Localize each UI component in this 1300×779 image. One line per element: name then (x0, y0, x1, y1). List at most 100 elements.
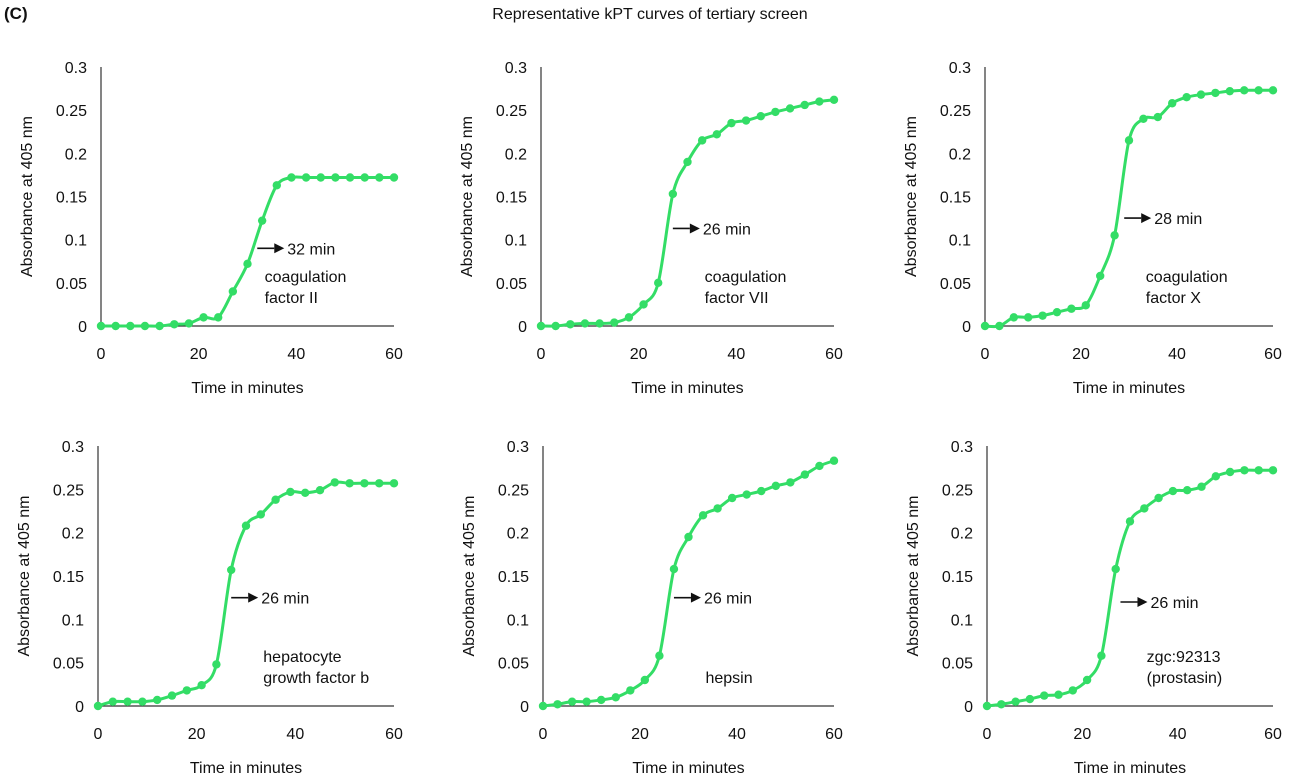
y-axis-title: Absorbance at 405 nm (16, 496, 33, 657)
arrow-icon (690, 592, 701, 603)
data-point (256, 510, 265, 519)
data-point (1025, 694, 1035, 704)
y-tick-label: 0.3 (62, 439, 84, 456)
data-point (360, 479, 369, 488)
data-point (1154, 493, 1163, 503)
data-point (1153, 112, 1163, 122)
chart-6: 0 0.05 0.1 0.15 0.2 0.25 0.3 0 20 40 60 Time in min… (905, 439, 1282, 777)
data-point (1096, 271, 1105, 281)
chart-3: 0 0.05 0.1 0.15 0.2 0.25 0.3 0 20 40 60 Time in min… (903, 60, 1282, 397)
y-tick-label: 0.2 (507, 526, 529, 543)
data-point (698, 511, 708, 520)
data-point (243, 259, 252, 269)
data-point (1225, 467, 1235, 477)
data-point (553, 700, 562, 709)
y-axis-title: Absorbance at 405 nm (461, 496, 478, 657)
time-annotation: 26 min (261, 591, 309, 608)
y-tick-label: 0.2 (62, 526, 84, 543)
data-point (1182, 93, 1191, 102)
arrow-icon (248, 592, 259, 603)
data-point (1197, 482, 1206, 491)
y-tick-label: 0 (962, 319, 971, 336)
data-point (271, 495, 280, 504)
y-tick-label: 0.15 (498, 569, 529, 586)
data-point (1211, 472, 1221, 481)
y-tick-label: 0 (75, 699, 84, 716)
data-point (93, 701, 103, 711)
arrow-icon (274, 243, 285, 254)
data-point (1183, 486, 1192, 495)
y-tick-label: 0.2 (951, 526, 973, 543)
data-point (1052, 307, 1062, 317)
x-tick-label: 0 (539, 726, 548, 743)
data-point (668, 189, 678, 199)
y-tick-label: 0.3 (65, 60, 87, 77)
data-point (1067, 304, 1076, 313)
data-point (800, 470, 810, 479)
data-point (1254, 86, 1263, 95)
data-point (375, 173, 384, 182)
time-annotation: 26 min (1150, 595, 1198, 612)
data-point (1196, 90, 1206, 99)
x-tick-label: 60 (1264, 726, 1282, 743)
data-point (567, 697, 577, 706)
data-point (610, 318, 619, 327)
y-tick-label: 0.25 (56, 103, 87, 120)
y-tick-label: 0.3 (507, 439, 529, 456)
data-point (1124, 136, 1134, 145)
x-tick-label: 40 (727, 346, 745, 363)
y-tick-label: 0.1 (951, 612, 973, 629)
y-axis-title: Absorbance at 405 nm (19, 116, 36, 277)
data-point (611, 693, 620, 702)
data-point (1225, 86, 1235, 96)
series-line (540, 98, 835, 328)
data-point (316, 173, 325, 182)
data-point (1011, 697, 1020, 706)
data-point (712, 130, 721, 139)
protease-label: coagulation (705, 269, 787, 286)
data-point (551, 321, 560, 331)
chart-4: 0 0.05 0.1 0.15 0.2 0.25 0.3 0 20 40 60 Time in min… (16, 439, 403, 777)
data-point (786, 478, 795, 487)
data-point (683, 157, 692, 167)
y-tick-label: 0.15 (53, 569, 84, 586)
data-point (980, 321, 990, 331)
y-tick-label: 0.15 (942, 569, 973, 586)
series-line (986, 468, 1273, 708)
chart-1: 0 0.05 0.1 0.15 0.2 0.25 0.3 0 20 40 60 Time in min… (19, 60, 403, 397)
data-point (1254, 466, 1263, 475)
data-point (155, 321, 164, 331)
x-tick-label: 60 (385, 726, 403, 743)
series-line (101, 175, 394, 328)
data-point (727, 118, 736, 128)
data-point (595, 319, 604, 328)
data-point (287, 173, 296, 182)
protease-label: growth factor b (263, 670, 369, 687)
x-tick-label: 40 (1168, 346, 1186, 363)
data-point (184, 319, 194, 328)
data-point (995, 321, 1004, 331)
y-tick-label: 0.05 (496, 276, 527, 293)
x-axis-title: Time in minutes (1074, 760, 1186, 777)
y-tick-label: 0.05 (56, 276, 87, 293)
data-point (227, 565, 236, 575)
x-tick-label: 60 (825, 726, 843, 743)
y-tick-label: 0.15 (56, 190, 87, 207)
data-point (153, 695, 162, 705)
x-tick-label: 40 (287, 346, 305, 363)
x-axis-title: Time in minutes (632, 760, 744, 777)
protease-label: zgc:92313 (1147, 649, 1221, 666)
data-point (1111, 564, 1120, 574)
y-tick-label: 0.15 (496, 190, 527, 207)
arrow-icon (1141, 213, 1152, 224)
y-axis-title: Absorbance at 405 nm (903, 116, 920, 277)
data-point (1068, 686, 1078, 695)
time-annotation: 26 min (703, 221, 751, 238)
protease-label: hepsin (705, 670, 752, 687)
x-tick-label: 20 (188, 726, 206, 743)
data-point (829, 456, 839, 465)
data-point (624, 313, 634, 322)
protease-label: factor X (1146, 290, 1201, 307)
data-point (257, 216, 267, 225)
